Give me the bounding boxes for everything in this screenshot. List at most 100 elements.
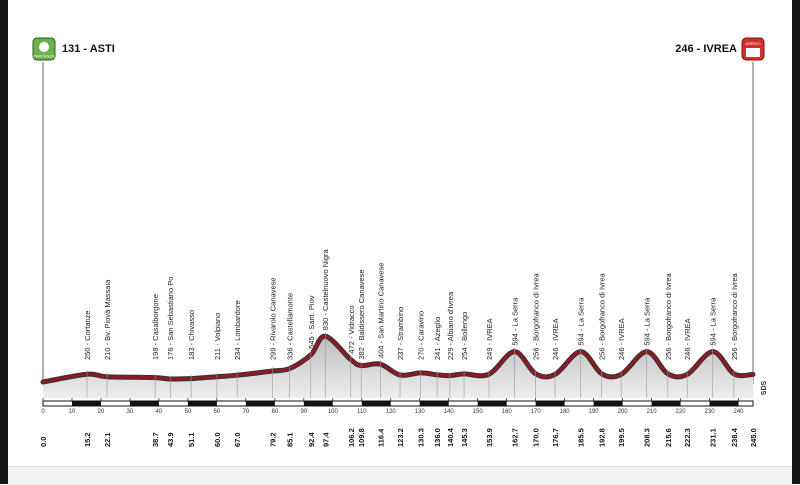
waypoint-label: 594 - La Serra — [643, 297, 652, 346]
distance-tick-label: 160 — [502, 409, 513, 415]
waypoint-label: 246 - IVREA — [617, 318, 626, 360]
km-label: 109.8 — [357, 428, 366, 447]
distance-tick-label: 190 — [589, 409, 600, 415]
distance-bar-segment — [129, 401, 159, 406]
start-badge-text: PARTENZA — [34, 54, 55, 59]
km-label: 15.2 — [83, 432, 92, 447]
distance-tick-label: 40 — [156, 409, 163, 415]
distance-tick-label: 50 — [185, 409, 192, 415]
distance-bar-segment — [361, 401, 391, 406]
km-label: 79.2 — [269, 432, 278, 447]
km-label: 22.1 — [103, 432, 112, 447]
waypoint-label: 472 - Vidracco — [347, 305, 356, 353]
distance-bar — [42, 400, 754, 407]
waypoint-label: 198 - Casalborgone — [151, 294, 160, 360]
km-label: 106.2 — [347, 428, 356, 447]
distance-bar-segment — [535, 401, 565, 406]
profile-area-fill — [43, 336, 753, 398]
waypoint-label: 234 - Lombardore — [233, 300, 242, 360]
right-frame-bar — [792, 0, 800, 484]
km-label: 185.5 — [577, 428, 586, 447]
waypoint-label: 229 - Albiano d'Ivrea — [446, 291, 455, 360]
waypoint-label: 210 - Bv. Piovà Massaia — [103, 279, 112, 360]
km-label: 199.5 — [617, 428, 626, 447]
km-label: 140.4 — [446, 427, 455, 447]
waypoint-label: 249 - IVREA — [485, 318, 494, 360]
distance-bar-segment — [477, 401, 507, 406]
distance-tick-label: 90 — [300, 409, 307, 415]
km-label: 176.7 — [551, 428, 560, 447]
waypoint-label: 594 - La Serra — [510, 297, 519, 346]
distance-tick-label: 180 — [560, 409, 571, 415]
km-label: 130.3 — [417, 428, 426, 447]
waypoint-label: 270 - Caravino — [417, 311, 426, 360]
waypoint-label: 241 - Azeglio — [433, 317, 442, 360]
km-label: 92.4 — [307, 432, 316, 447]
distance-tick-label: 240 — [734, 409, 745, 415]
distance-bar-segment — [303, 401, 333, 406]
distance-tick-label: 140 — [444, 409, 455, 415]
distance-axis: 0 10 20 30 40 50 60 70 80 90 100 110 120 130 140 150 160… — [41, 398, 754, 415]
km-label: 60.0 — [213, 432, 222, 447]
km-label: 162.7 — [510, 428, 519, 447]
km-label: 245.0 — [749, 428, 758, 447]
distance-tick-label: 80 — [271, 409, 278, 415]
waypoint-label: 830 - Castelnuovo Nigra — [321, 248, 330, 330]
distance-bar-segment — [593, 401, 623, 406]
distance-bar-segment — [651, 401, 681, 406]
waypoint-label: 256 - Borgofranco di Ivrea — [598, 272, 607, 360]
km-label: 192.8 — [598, 428, 607, 447]
distance-tick-label: 70 — [243, 409, 250, 415]
km-label: 215.6 — [664, 428, 673, 447]
km-label: 238.4 — [730, 427, 739, 447]
waypoint-label: 176 - San Sebastiano Po — [166, 277, 175, 360]
waypoint-label: 404 - San Martino Canavese — [376, 263, 385, 358]
km-label: 170.0 — [532, 428, 541, 447]
km-label: 0.0 — [39, 437, 48, 447]
waypoint-label: 211 - Volpiano — [213, 313, 222, 360]
km-label: 222.3 — [683, 428, 692, 447]
waypoint-label: 237 - Strambino — [396, 307, 405, 360]
distance-tick-label: 100 — [328, 409, 339, 415]
distance-tick-label: 150 — [473, 409, 484, 415]
km-label: 145.3 — [460, 428, 469, 447]
km-label: 67.0 — [233, 432, 242, 447]
distance-tick-label: 130 — [415, 409, 426, 415]
distance-tick-label: 230 — [705, 409, 716, 415]
km-label: 123.2 — [396, 428, 405, 447]
km-labels: 0.0 15.2 22.1 38.7 43.9 51.1 60.0 67.0 79.2 85.1 9… — [39, 427, 758, 447]
km-label: 208.3 — [643, 428, 652, 447]
start-marker: PARTENZA 131 - ASTI — [32, 37, 115, 384]
distance-tick-label: 30 — [127, 409, 134, 415]
finish-badge-emblem — [746, 48, 760, 57]
finish-marker: ARRIVO 246 - IVREA — [675, 37, 765, 384]
distance-tick-label: 170 — [531, 409, 542, 415]
finish-location-label: 246 - IVREA — [675, 43, 737, 55]
km-label: 85.1 — [286, 432, 295, 447]
start-badge-emblem — [39, 42, 49, 52]
waypoint-label: 256 - Borgofranco di Ivrea — [730, 272, 739, 360]
distance-tick-label: 120 — [386, 409, 397, 415]
distance-tick-label: 0 — [41, 409, 45, 415]
km-label: 116.4 — [376, 428, 385, 447]
waypoint-labels: 250 - Cortanze 210 - Bv. Piovà Massaia 198… — [83, 248, 739, 398]
distance-tick-label: 60 — [214, 409, 221, 415]
waypoint-label: 594 - La Serra — [577, 297, 586, 346]
distance-bar-segment — [71, 401, 101, 406]
distance-tick-label: 10 — [69, 409, 76, 415]
waypoint-label: 254 - Bollengo — [460, 312, 469, 360]
distance-bar-segment — [709, 401, 739, 406]
km-label: 136.0 — [433, 428, 442, 447]
waypoint-label: 256 - Borgofranco di Ivrea — [532, 272, 541, 360]
distance-bar-segment — [245, 401, 275, 406]
waypoint-label: 545 - Sant. Piov — [307, 295, 316, 349]
waypoint-label: 246 - IVREA — [683, 318, 692, 360]
distance-bar-segment — [419, 401, 449, 406]
distance-tick-label: 20 — [98, 409, 105, 415]
waypoint-label: 382 - Baldissero Canavese — [357, 269, 366, 359]
distance-tick-label: 200 — [618, 409, 629, 415]
distance-bar-segment — [187, 401, 217, 406]
sds-watermark: SDS — [761, 380, 768, 395]
km-label: 38.7 — [151, 432, 160, 447]
km-label: 43.9 — [166, 432, 175, 447]
